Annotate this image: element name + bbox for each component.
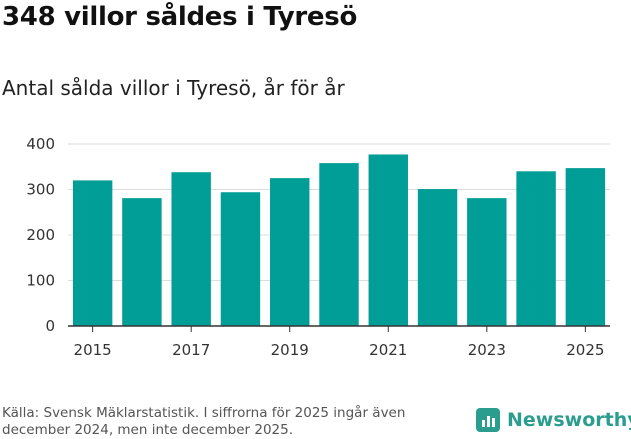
bar-2019 [270,178,310,326]
source-note: Källa: Svensk Mäklarstatistik. I siffror… [2,405,406,438]
bar-2015 [72,180,113,326]
y-tick-label: 0 [45,317,55,335]
y-tick-label: 300 [26,181,55,199]
y-tick-label: 100 [26,272,55,290]
bar-2017 [171,172,211,326]
x-tick-label: 2021 [369,341,407,359]
logo-text: Newsworthy [507,409,631,431]
bar-2024 [516,171,556,326]
chart-subtitle: Antal sålda villor i Tyresö, år för år [2,76,345,100]
bar-chart-logo-icon [476,408,500,432]
x-axis [68,325,610,332]
y-tick-labels: 0 100 200 300 400 [26,135,55,335]
x-tick-label: 2017 [172,341,210,359]
bar-2021 [368,154,408,326]
x-tick-label: 2025 [566,341,604,359]
bar-2023 [467,198,507,326]
bar-2018 [220,192,261,326]
chart-title: 348 villor såldes i Tyresö [2,2,358,32]
bar-chart: 0 100 200 300 400 2015 2017 2019 2021 2023 2025 [26,135,610,359]
bar-2025 [565,168,606,326]
bar-2022 [417,189,458,326]
y-tick-label: 200 [26,226,55,244]
x-tick-label: 2015 [74,341,112,359]
bar-2016 [122,198,162,326]
bars [72,154,606,326]
y-tick-label: 400 [26,135,55,153]
newsworthy-logo: Newsworthy [476,408,631,432]
x-tick-label: 2023 [468,341,506,359]
x-tick-labels: 2015 2017 2019 2021 2023 2025 [74,341,605,359]
bar-2020 [319,163,359,326]
x-tick-label: 2019 [271,341,309,359]
